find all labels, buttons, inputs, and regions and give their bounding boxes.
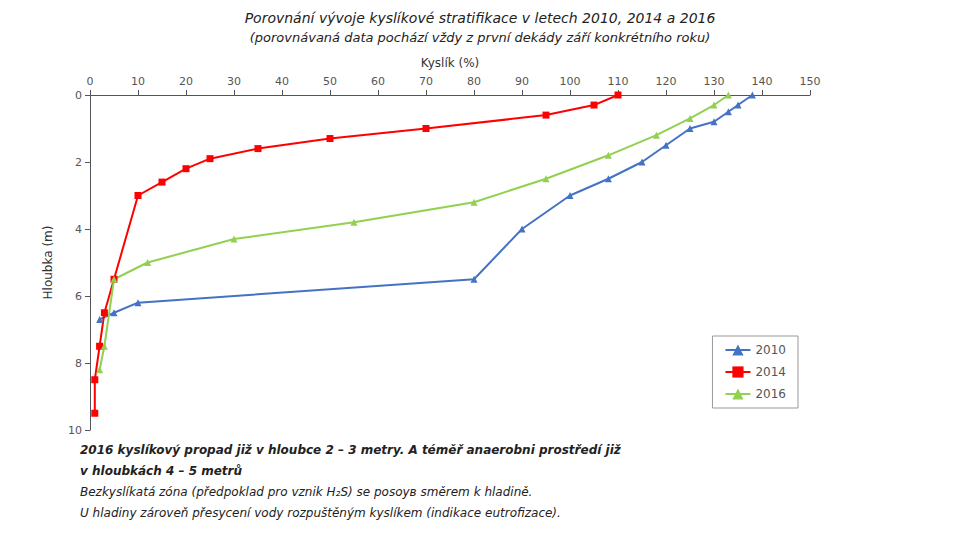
svg-text:0: 0	[75, 89, 82, 102]
svg-text:80: 80	[467, 75, 481, 88]
svg-text:0: 0	[87, 75, 94, 88]
svg-text:2014: 2014	[755, 365, 786, 379]
svg-text:Porovnání vývoje kyslíkové str: Porovnání vývoje kyslíkové stratifikace …	[245, 10, 716, 26]
svg-text:8: 8	[75, 357, 82, 370]
svg-text:Kyslík (%): Kyslík (%)	[421, 56, 480, 70]
svg-text:20: 20	[179, 75, 193, 88]
svg-text:6: 6	[75, 290, 82, 303]
svg-text:60: 60	[371, 75, 385, 88]
svg-text:140: 140	[752, 75, 773, 88]
svg-text:2: 2	[75, 156, 82, 169]
svg-text:4: 4	[75, 223, 82, 236]
svg-text:Bezkyslíkatá zóna (předpoklad: Bezkyslíkatá zóna (předpoklad pro vznik …	[80, 485, 532, 499]
svg-text:2016: 2016	[755, 387, 786, 401]
svg-text:U hladiny zároveň přesycení vo: U hladiny zároveň přesycení vody rozpušt…	[80, 506, 561, 520]
svg-text:100: 100	[560, 75, 581, 88]
svg-text:Hloubka (m): Hloubka (m)	[41, 226, 55, 300]
svg-text:10: 10	[131, 75, 145, 88]
svg-text:120: 120	[656, 75, 677, 88]
svg-text:90: 90	[515, 75, 529, 88]
svg-text:40: 40	[275, 75, 289, 88]
svg-text:2010: 2010	[755, 343, 786, 357]
svg-text:110: 110	[608, 75, 629, 88]
svg-text:30: 30	[227, 75, 241, 88]
svg-text:150: 150	[800, 75, 821, 88]
svg-text:130: 130	[704, 75, 725, 88]
svg-text:10: 10	[68, 424, 82, 437]
svg-text:v hloubkách 4 – 5 metrů: v hloubkách 4 – 5 metrů	[80, 464, 242, 478]
svg-text:70: 70	[419, 75, 433, 88]
svg-text:(porovnávaná data pochází vždy: (porovnávaná data pochází vždy z první d…	[250, 30, 711, 45]
svg-text:50: 50	[323, 75, 337, 88]
svg-text:2016 kyslíkový propad již v hl: 2016 kyslíkový propad již v hloubce 2 – …	[80, 443, 622, 457]
